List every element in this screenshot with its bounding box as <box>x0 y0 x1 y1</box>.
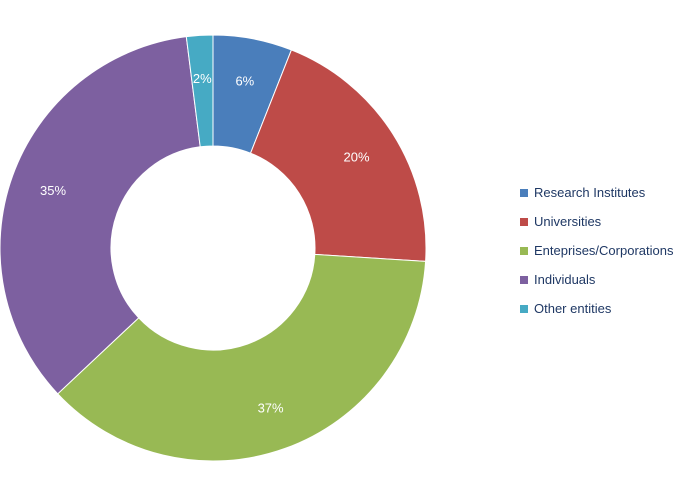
slice-enteprises-corporations <box>57 253 427 462</box>
data-label-research-institutes: 6% <box>235 74 254 89</box>
legend-label: Enteprises/Corporations <box>534 243 674 258</box>
legend-swatch <box>520 275 528 284</box>
slice-universities <box>249 49 427 262</box>
legend-swatch <box>520 246 528 255</box>
legend-item-universities: Universities <box>520 207 673 236</box>
donut-labels: 6% 20% 37% 35% 2% <box>40 71 370 416</box>
slice-individuals <box>0 36 201 395</box>
chart-legend: Research Institutes Universities Enteprise… <box>520 178 673 323</box>
data-label-universities: 20% <box>344 149 370 164</box>
legend-item-research-institutes: Research Institutes <box>520 178 673 207</box>
legend-label: Universities <box>534 214 602 229</box>
data-label-enteprises-corporations: 37% <box>258 400 284 415</box>
legend-label: Individuals <box>534 272 596 287</box>
legend-item-enteprises-corporations: Enteprises/Corporations <box>520 236 673 265</box>
slice-other-entities <box>185 34 214 148</box>
legend-label: Other entities <box>534 301 612 316</box>
legend-item-other-entities: Other entities <box>520 294 673 323</box>
donut-slices <box>0 34 427 462</box>
data-label-individuals: 35% <box>40 183 66 198</box>
data-label-other-entities: 2% <box>193 71 212 86</box>
legend-swatch <box>520 217 528 226</box>
legend-swatch <box>520 188 528 197</box>
legend-label: Research Institutes <box>534 185 646 200</box>
legend-item-individuals: Individuals <box>520 265 673 294</box>
legend-swatch <box>520 304 528 313</box>
